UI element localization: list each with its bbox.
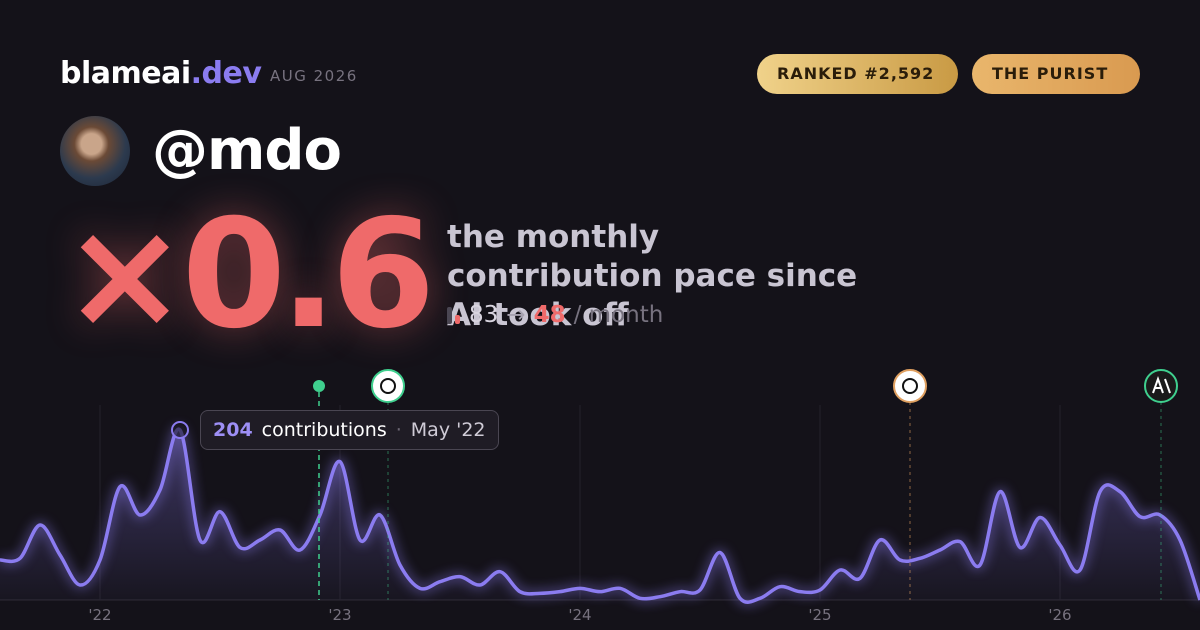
event-icon <box>380 378 396 394</box>
pace-icon <box>447 307 460 324</box>
hover-point <box>171 421 189 439</box>
tooltip-separator: · <box>395 419 402 441</box>
event-icon <box>371 369 405 403</box>
x-tick-label: '24 <box>568 606 591 624</box>
avatar <box>60 116 130 186</box>
area-fill <box>0 429 1200 603</box>
tooltip-count: 204 <box>213 419 253 441</box>
x-tick-label: '25 <box>808 606 831 624</box>
brand-name: blameai <box>60 56 191 91</box>
tooltip: 204 contributions · May '22 <box>200 410 499 450</box>
tooltip-date: May '22 <box>410 419 486 441</box>
x-tick-label: '26 <box>1048 606 1071 624</box>
event-icon <box>893 369 927 403</box>
event-icon <box>1152 376 1171 394</box>
before-value: 83 <box>469 302 499 328</box>
pace: 83 → 48 / month <box>447 302 663 328</box>
unit: / month <box>573 302 664 328</box>
brand-tld: .dev <box>190 56 262 91</box>
handle: @mdo <box>152 118 342 183</box>
arrow: → <box>506 302 526 328</box>
rank-badge: RANKED #2,592 <box>757 54 958 94</box>
multiplier: ×0.6 <box>62 188 435 362</box>
tooltip-label: contributions <box>261 419 387 441</box>
x-tick-label: '23 <box>328 606 351 624</box>
title-badge: THE PURIST <box>972 54 1140 94</box>
x-tick-label: '22 <box>88 606 111 624</box>
period: AUG 2026 <box>270 67 358 85</box>
line <box>0 427 1200 604</box>
event-dot <box>313 380 325 392</box>
brand: blameai.dev <box>60 56 262 91</box>
caption: the monthly contribution pace since AI t… <box>447 219 858 333</box>
event-icon <box>902 378 918 394</box>
after-value: 48 <box>533 302 566 328</box>
plot: '22 '23 '24 '25 '26 <box>0 405 1200 624</box>
